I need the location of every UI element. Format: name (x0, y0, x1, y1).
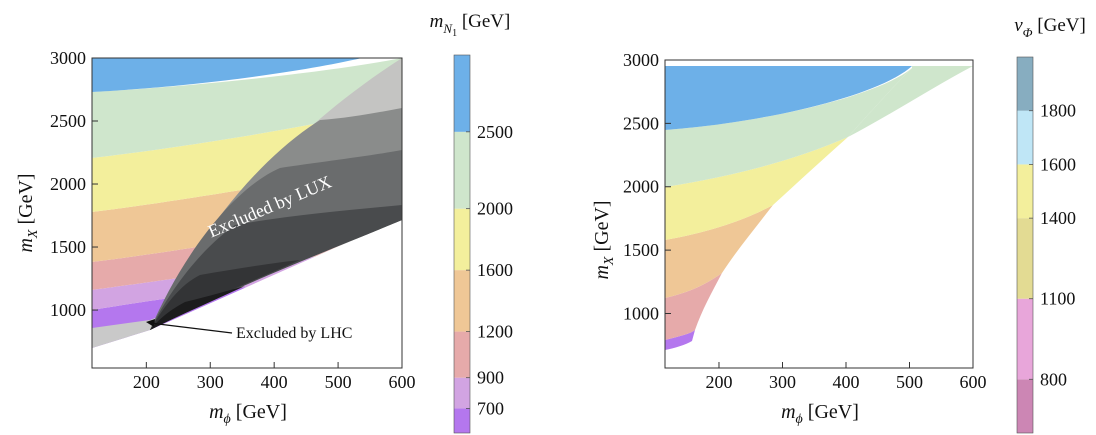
right-colorbar-level-4 (1017, 110, 1033, 165)
right-x-tick-label: 600 (960, 372, 987, 392)
left-plot-regions (92, 58, 402, 368)
left-x-tick-label: 600 (389, 372, 416, 392)
left-y-tick-label: 2000 (50, 174, 86, 194)
left-y-tick-label: 2500 (50, 111, 86, 131)
right-plot-regions (665, 60, 973, 368)
right-band-blue (665, 66, 912, 130)
right-band-purple (665, 330, 695, 350)
lhc-annotation: Excluded by LHC (236, 325, 352, 342)
left-colorbar-level-4 (454, 208, 470, 271)
left-colorbar-level-6 (454, 55, 470, 132)
left-plot-frame (91, 57, 403, 369)
left-colorbar-tick-label: 2500 (477, 122, 513, 142)
right-y-tick-label: 2000 (623, 177, 659, 197)
right-x-tick-label: 200 (705, 372, 732, 392)
right-band-yellow (665, 137, 848, 240)
right-x-tick-label: 400 (832, 372, 859, 392)
lhc-annotation-arrowhead (146, 319, 155, 327)
left-lux-shade-5 (150, 260, 300, 330)
right-colorbar-level-3 (1017, 164, 1033, 219)
right-y-axis-label: mX [GeV] (591, 200, 617, 279)
left-colorbar-level-3 (454, 270, 470, 332)
left-unphysical-region (92, 218, 402, 368)
right-y-tick-label: 2500 (623, 113, 659, 133)
right-colorbar-title: vΦ [GeV] (1014, 15, 1086, 40)
left-colorbar-level-2 (454, 331, 470, 378)
right-x-tick-label: 300 (769, 372, 796, 392)
right-colorbar: 800 1100 1400 1600 1800 vΦ [GeV] (1014, 15, 1086, 434)
left-colorbar-level-5 (454, 131, 470, 209)
left-band-green (92, 58, 402, 158)
right-plot: 200 300 400 500 600 1000 1500 2000 2500 3000 mϕ … (591, 50, 987, 427)
right-colorbar-tick-label: 1800 (1040, 101, 1076, 121)
right-colorbar-level-5 (1017, 57, 1033, 111)
left-colorbar-tick-label: 900 (477, 368, 504, 388)
right-y-ticks: 1000 1500 2000 2500 3000 (623, 50, 671, 323)
left-y-tick-label: 1000 (50, 300, 86, 320)
right-colorbar-level-1 (1017, 298, 1033, 380)
right-x-tick-label: 500 (896, 372, 923, 392)
left-colorbar-tick-label: 1200 (477, 322, 513, 342)
left-plot: 200 300 400 500 600 1000 1500 2000 2500 3000 mϕ … (15, 48, 416, 427)
right-band-green (665, 68, 912, 187)
left-colorbar-tick-label: 2000 (477, 199, 513, 219)
lhc-annotation-arrow (149, 322, 233, 334)
left-colorbar-level-0 (454, 408, 470, 433)
right-colorbar-tick-label: 1600 (1040, 154, 1076, 174)
left-colorbar-tick-label: 700 (477, 398, 504, 418)
right-y-tick-label: 3000 (623, 50, 659, 70)
right-y-tick-label: 1500 (623, 240, 659, 260)
right-colorbar-level-2 (1017, 218, 1033, 299)
left-colorbar: 700 900 1200 1600 2000 2500 mN1 [GeV] (430, 11, 513, 434)
left-colorbar-title: mN1 [GeV] (430, 11, 511, 39)
left-x-ticks: 200 300 400 500 600 (133, 362, 416, 392)
right-colorbar-tick-label: 1100 (1040, 289, 1075, 309)
right-band-green-top (848, 66, 973, 137)
right-colorbar-tick-label: 1400 (1040, 208, 1076, 228)
right-colorbar-frame (1016, 56, 1034, 434)
left-y-ticks: 1000 1500 2000 2500 3000 (50, 48, 98, 320)
right-plot-frame (664, 59, 974, 369)
left-band-blue (92, 58, 362, 92)
left-y-tick-label: 1500 (50, 237, 86, 257)
left-x-tick-label: 400 (261, 372, 288, 392)
right-y-tick-label: 1000 (623, 303, 659, 323)
left-x-tick-label: 200 (133, 372, 160, 392)
left-x-tick-label: 300 (197, 372, 224, 392)
right-colorbar-level-0 (1017, 379, 1033, 433)
left-y-tick-label: 3000 (50, 48, 86, 68)
left-y-axis-label: mX [GeV] (15, 173, 41, 252)
left-colorbar-level-1 (454, 377, 470, 409)
left-x-tick-label: 500 (325, 372, 352, 392)
left-colorbar-tick-label: 1600 (477, 260, 513, 280)
left-x-axis-label: mϕ [GeV] (209, 401, 287, 427)
right-colorbar-tick-label: 800 (1040, 369, 1067, 389)
right-band-rose (665, 273, 722, 340)
right-band-orange (665, 205, 773, 298)
left-colorbar-frame (453, 54, 471, 434)
right-x-ticks: 200 300 400 500 600 (705, 362, 987, 392)
right-x-axis-label: mϕ [GeV] (781, 401, 859, 427)
